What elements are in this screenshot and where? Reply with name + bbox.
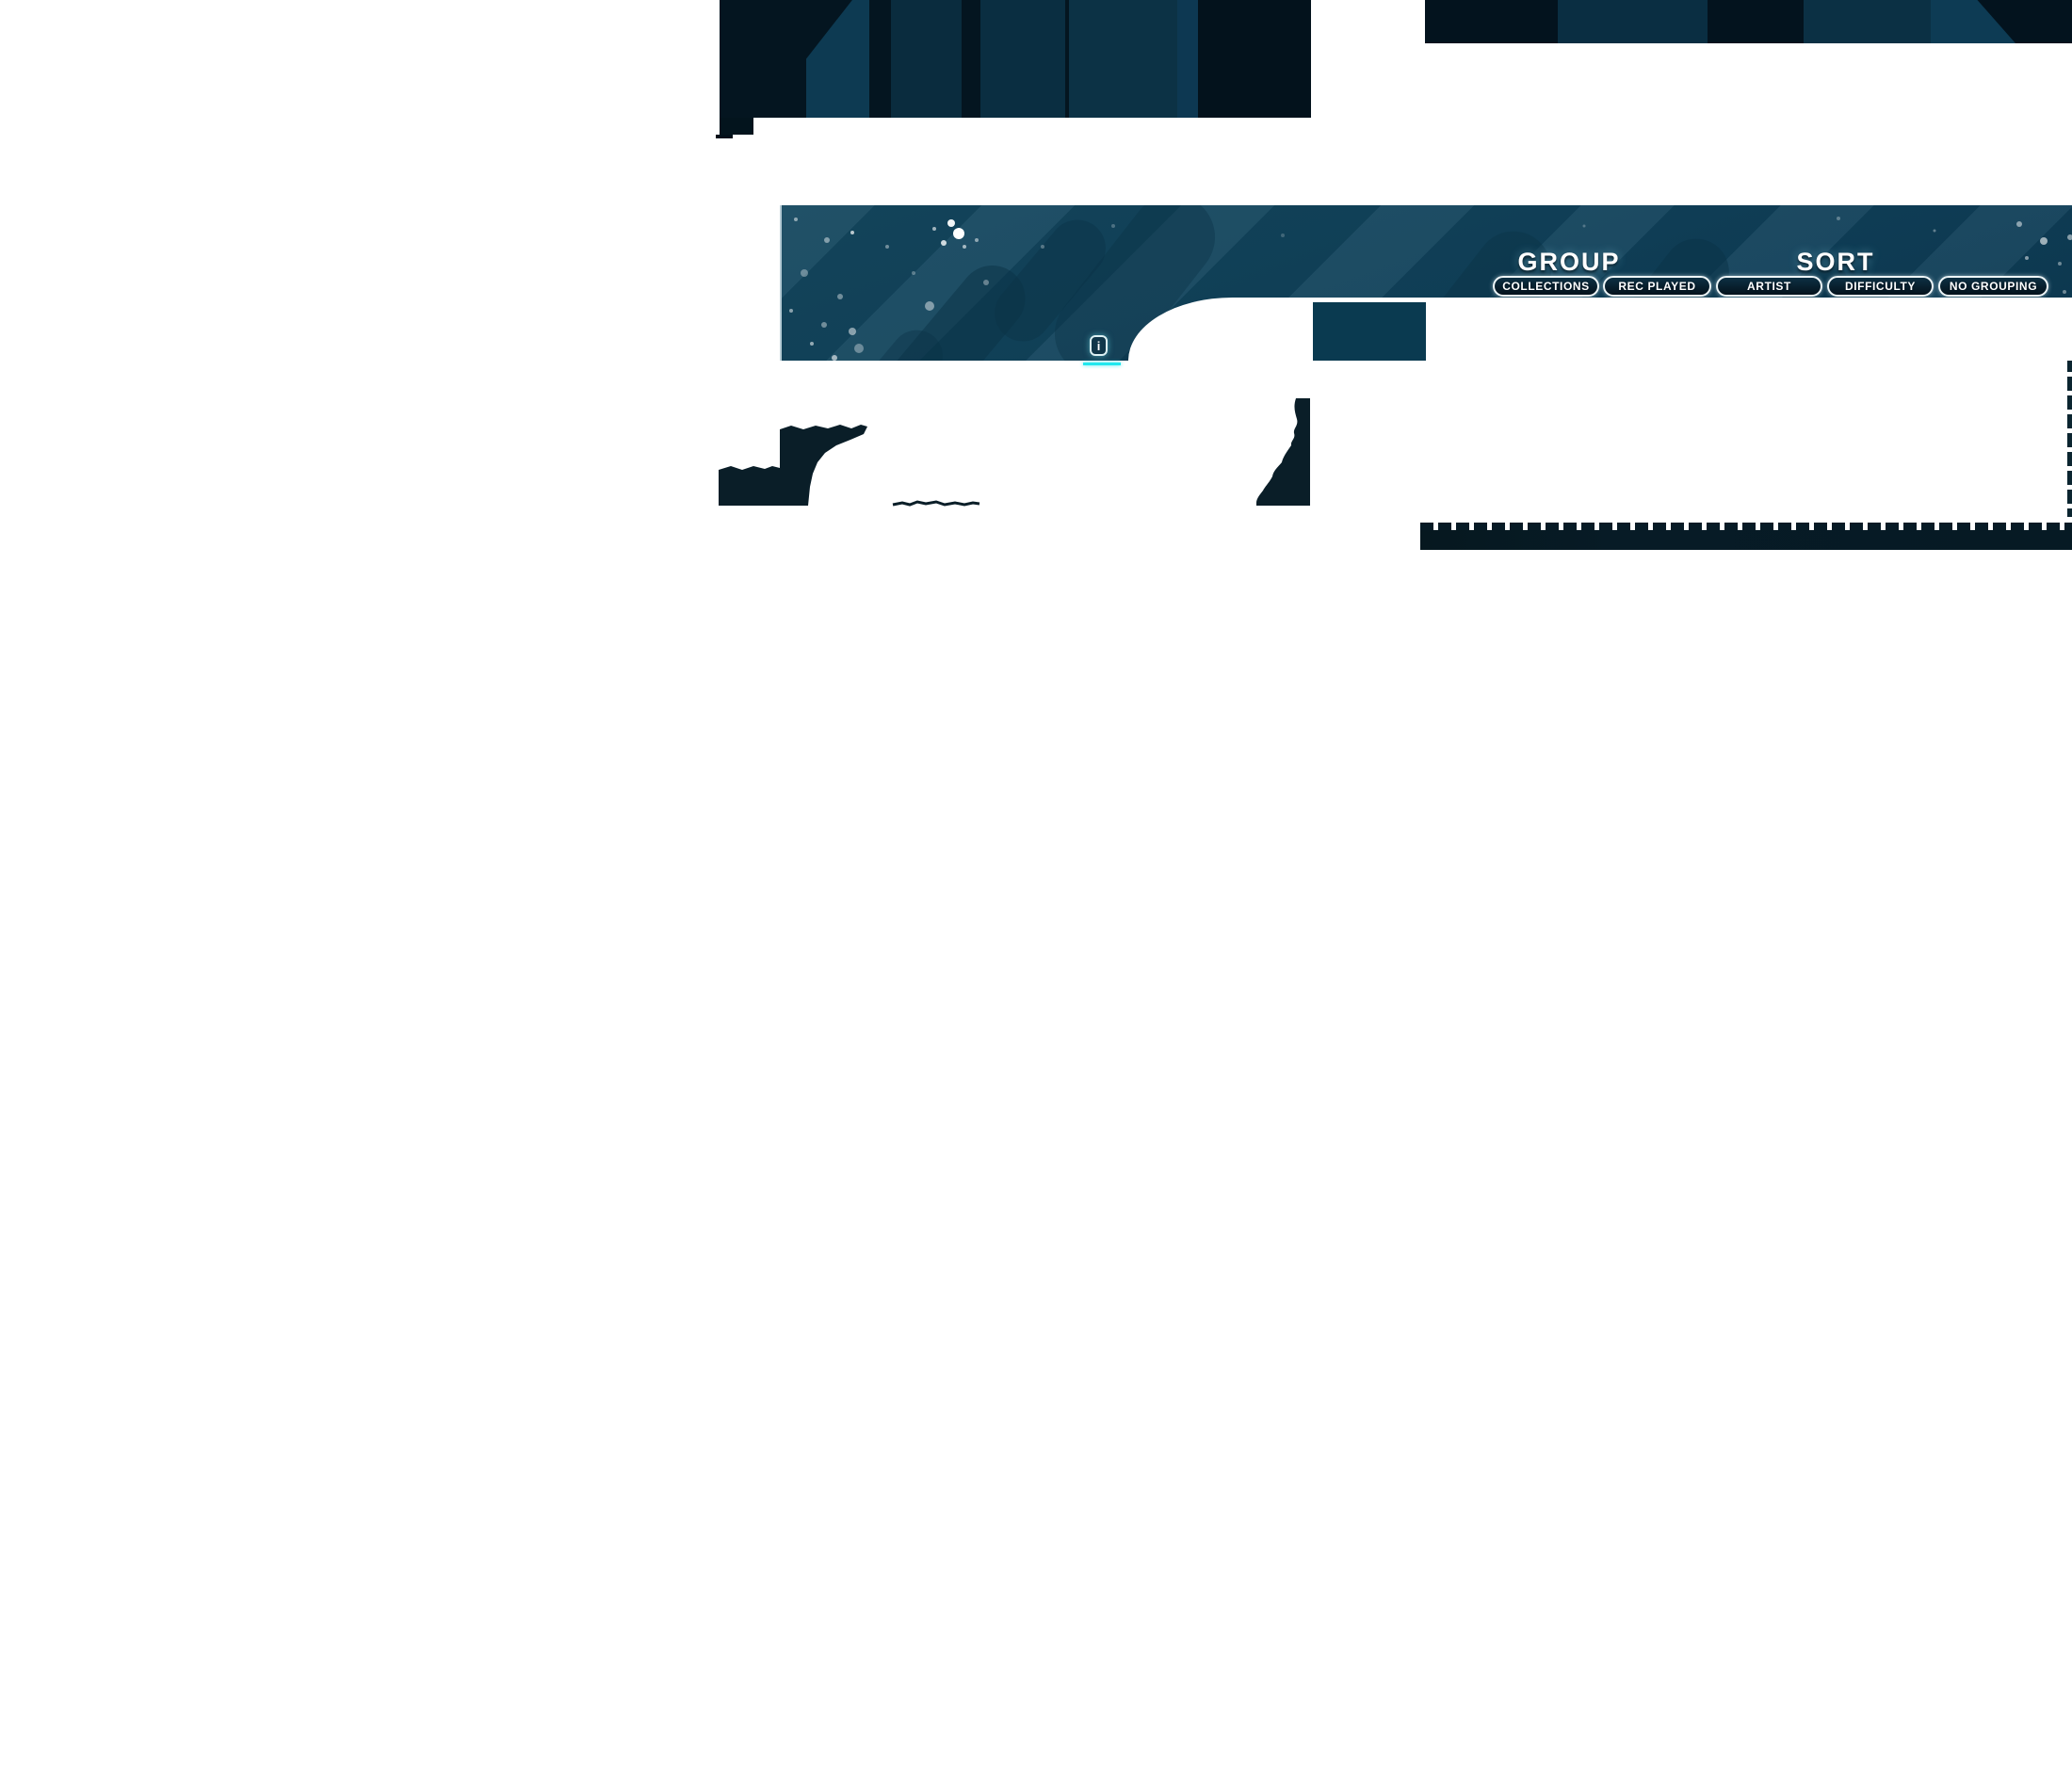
- tab-collections[interactable]: COLLECTIONS: [1493, 276, 1599, 297]
- banner-particles: [789, 217, 2072, 361]
- tab-difficulty[interactable]: DIFFICULTY: [1827, 276, 1934, 297]
- scrollbar-dashed-track[interactable]: [2067, 301, 2072, 517]
- stripe: [1069, 0, 1177, 118]
- silhouette-right: [1256, 398, 1310, 506]
- sort-label: SORT: [1796, 248, 1875, 276]
- stripe: [1198, 0, 1311, 118]
- stripe: [1804, 0, 1931, 43]
- group-label: GROUP: [1517, 248, 1621, 276]
- stripe: [1931, 0, 2015, 43]
- stripe: [1558, 0, 1708, 43]
- tab-artist[interactable]: ARTIST: [1716, 276, 1822, 297]
- stripe: [980, 0, 1065, 118]
- info-icon-underline: [1083, 363, 1121, 365]
- banner-curve-cutout: [1128, 298, 2072, 361]
- silhouette-line: [892, 500, 980, 507]
- silhouette-left: [719, 425, 867, 506]
- footer-strip-teeth: [1420, 523, 2072, 530]
- stripe: [806, 0, 869, 118]
- top-right-skin-fragment: [1425, 0, 2072, 43]
- footer-serrated-strip: [1420, 523, 2072, 550]
- top-left-fragment-mark: [716, 135, 733, 138]
- footer-strip-body: [1420, 530, 2072, 550]
- tab-no-grouping[interactable]: NO GROUPING: [1938, 276, 2048, 297]
- top-left-fragment-tab: [720, 118, 753, 135]
- top-left-skin-fragment: [720, 0, 1311, 118]
- stripe: [1177, 0, 1198, 118]
- tab-rec-played[interactable]: REC PLAYED: [1603, 276, 1711, 297]
- beatmap-panel-fragment: [1313, 302, 1426, 361]
- stripe: [891, 0, 962, 118]
- info-icon[interactable]: i: [1090, 335, 1108, 356]
